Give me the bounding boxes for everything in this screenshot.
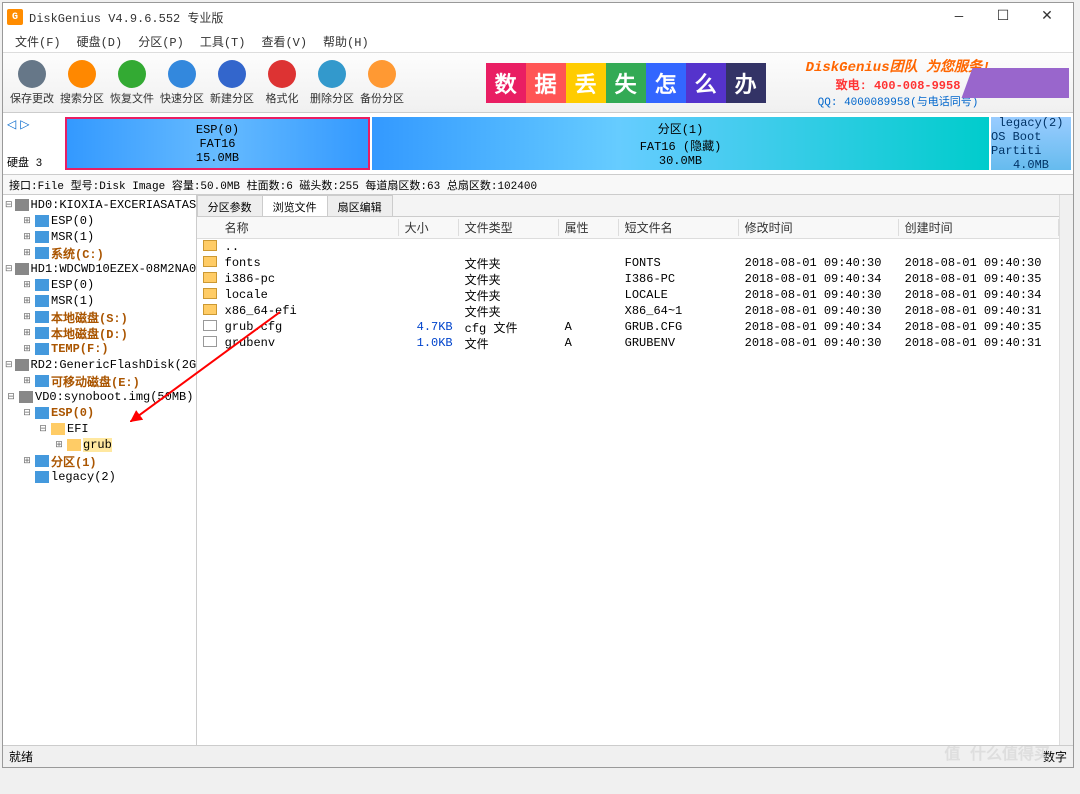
menu-item[interactable]: 帮助(H) xyxy=(315,31,377,52)
nav-back-icon[interactable]: ◁ xyxy=(7,117,16,132)
tool-button[interactable]: 保存更改 xyxy=(8,55,56,111)
banner-box: 么 xyxy=(686,63,726,103)
partition-block[interactable]: legacy(2)OS Boot Partiti4.0MB xyxy=(991,117,1071,170)
minimize-button[interactable]: — xyxy=(937,4,981,30)
nav-fwd-icon[interactable]: ▷ xyxy=(20,117,29,132)
tree-node[interactable]: ⊞TEMP(F:) xyxy=(5,341,194,357)
window-title: DiskGenius V4.9.6.552 专业版 xyxy=(29,9,937,26)
tree-node[interactable]: ⊞本地磁盘(D:) xyxy=(5,325,194,341)
file-row[interactable]: i386-pc文件夹I386-PC2018-08-01 09:40:342018… xyxy=(197,271,1059,287)
tree-node[interactable]: ⊟RD2:GenericFlashDisk(2GB) xyxy=(5,357,194,373)
file-row[interactable]: grubenv1.0KB文件AGRUBENV2018-08-01 09:40:3… xyxy=(197,335,1059,351)
menu-item[interactable]: 查看(V) xyxy=(253,31,315,52)
banner-text1: DiskGenius团队 为您服务! xyxy=(806,56,991,76)
tab[interactable]: 分区参数 xyxy=(197,195,263,216)
menu-item[interactable]: 硬盘(D) xyxy=(69,31,131,52)
tree-node[interactable]: ⊟EFI xyxy=(5,421,194,437)
tool-button[interactable]: 备份分区 xyxy=(358,55,406,111)
menu-item[interactable]: 分区(P) xyxy=(130,31,192,52)
file-row[interactable]: grub.cfg4.7KBcfg 文件AGRUB.CFG2018-08-01 0… xyxy=(197,319,1059,335)
banner-box: 丢 xyxy=(566,63,606,103)
column-header[interactable]: 文件类型 xyxy=(459,219,559,236)
app-window: G DiskGenius V4.9.6.552 专业版 — ☐ ✕ 文件(F)硬… xyxy=(2,2,1074,768)
column-header[interactable]: 大小 xyxy=(399,219,459,236)
vertical-scrollbar[interactable] xyxy=(1059,195,1073,745)
tree-node[interactable]: ⊞ESP(0) xyxy=(5,277,194,293)
file-row[interactable]: x86_64-efi文件夹X86_64~12018-08-01 09:40:30… xyxy=(197,303,1059,319)
banner-text2: 致电: 400-008-9958 xyxy=(806,76,991,93)
tree-node[interactable]: ⊞本地磁盘(S:) xyxy=(5,309,194,325)
tree-node[interactable]: ⊟ESP(0) xyxy=(5,405,194,421)
tool-button[interactable]: 快速分区 xyxy=(158,55,206,111)
disk-tree[interactable]: ⊟HD0:KIOXIA-EXCERIASATASSD(224GB)⊞ESP(0)… xyxy=(3,195,197,745)
titlebar[interactable]: G DiskGenius V4.9.6.552 专业版 — ☐ ✕ xyxy=(3,3,1073,31)
tool-button[interactable]: 删除分区 xyxy=(308,55,356,111)
tree-node[interactable]: ⊞分区(1) xyxy=(5,453,194,469)
disk-label: 硬盘 3 xyxy=(7,154,59,170)
column-header[interactable]: 修改时间 xyxy=(739,219,899,236)
status-text: 就绪 xyxy=(9,748,33,765)
file-list-header[interactable]: 名称大小文件类型属性短文件名修改时间创建时间 xyxy=(197,217,1059,239)
tree-node[interactable]: legacy(2) xyxy=(5,469,194,485)
file-row[interactable]: locale文件夹LOCALE2018-08-01 09:40:302018-0… xyxy=(197,287,1059,303)
file-row[interactable]: fonts文件夹FONTS2018-08-01 09:40:302018-08-… xyxy=(197,255,1059,271)
tree-node[interactable]: ⊞可移动磁盘(E:) xyxy=(5,373,194,389)
menu-item[interactable]: 工具(T) xyxy=(192,31,254,52)
tool-button[interactable]: 新建分区 xyxy=(208,55,256,111)
main-area: ⊟HD0:KIOXIA-EXCERIASATASSD(224GB)⊞ESP(0)… xyxy=(3,195,1073,745)
banner-box: 数 xyxy=(486,63,526,103)
file-list[interactable]: 名称大小文件类型属性短文件名修改时间创建时间 ..fonts文件夹FONTS20… xyxy=(197,217,1059,745)
tree-node[interactable]: ⊞MSR(1) xyxy=(5,229,194,245)
statusbar: 就绪 数字 xyxy=(3,745,1073,767)
banner-box: 办 xyxy=(726,63,766,103)
tab[interactable]: 扇区编辑 xyxy=(327,195,393,216)
ad-banner[interactable]: 数据丢失怎么办 DiskGenius团队 为您服务! 致电: 400-008-9… xyxy=(407,55,1069,111)
tree-node[interactable]: ⊞系统(C:) xyxy=(5,245,194,261)
partition-block[interactable]: ESP(0)FAT1615.0MB xyxy=(65,117,370,170)
column-header[interactable]: 短文件名 xyxy=(619,219,739,236)
tab[interactable]: 浏览文件 xyxy=(262,195,328,216)
tree-node[interactable]: ⊟HD1:WDCWD10EZEX-08M2NA0(932GB) xyxy=(5,261,194,277)
tree-node[interactable]: ⊞ESP(0) xyxy=(5,213,194,229)
column-header[interactable]: 属性 xyxy=(559,219,619,236)
banner-box: 据 xyxy=(526,63,566,103)
app-icon: G xyxy=(7,9,23,25)
close-button[interactable]: ✕ xyxy=(1025,4,1069,30)
tab-bar: 分区参数浏览文件扇区编辑 xyxy=(197,195,1059,217)
banner-box: 怎 xyxy=(646,63,686,103)
disk-info-bar: 接口:File 型号:Disk Image 容量:50.0MB 柱面数:6 磁头… xyxy=(3,175,1073,195)
watermark: 值 什么值得买 xyxy=(944,740,1050,764)
menu-item[interactable]: 文件(F) xyxy=(7,31,69,52)
maximize-button[interactable]: ☐ xyxy=(981,4,1025,30)
tool-button[interactable]: 搜索分区 xyxy=(58,55,106,111)
column-header[interactable]: 创建时间 xyxy=(899,219,1059,236)
banner-box: 失 xyxy=(606,63,646,103)
tree-node[interactable]: ⊞grub xyxy=(5,437,194,453)
tree-node[interactable]: ⊟VD0:synoboot.img(50MB) xyxy=(5,389,194,405)
menubar: 文件(F)硬盘(D)分区(P)工具(T)查看(V)帮助(H) xyxy=(3,31,1073,53)
partition-block[interactable]: 分区(1)FAT16 (隐藏)30.0MB xyxy=(372,117,989,170)
tree-node[interactable]: ⊞MSR(1) xyxy=(5,293,194,309)
right-panel: 分区参数浏览文件扇区编辑 名称大小文件类型属性短文件名修改时间创建时间 ..fo… xyxy=(197,195,1059,745)
file-row[interactable]: .. xyxy=(197,239,1059,255)
tool-button[interactable]: 格式化 xyxy=(258,55,306,111)
partition-bar: ◁ ▷ 硬盘 3 ESP(0)FAT1615.0MB分区(1)FAT16 (隐藏… xyxy=(3,113,1073,175)
tool-button[interactable]: 恢复文件 xyxy=(108,55,156,111)
toolbar: 保存更改搜索分区恢复文件快速分区新建分区格式化删除分区备份分区 数据丢失怎么办 … xyxy=(3,53,1073,113)
column-header[interactable]: 名称 xyxy=(219,219,399,236)
tree-node[interactable]: ⊟HD0:KIOXIA-EXCERIASATASSD(224GB) xyxy=(5,197,194,213)
